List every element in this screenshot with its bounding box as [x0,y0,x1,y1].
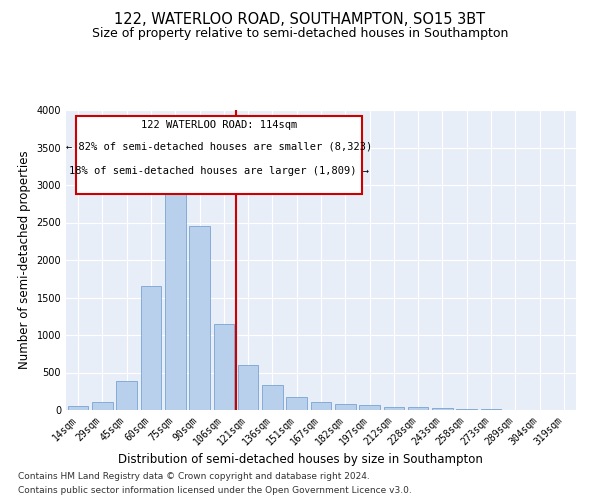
Bar [432,408,453,410]
Bar [408,408,428,410]
Bar [140,286,161,410]
Text: Contains HM Land Registry data © Crown copyright and database right 2024.: Contains HM Land Registry data © Crown c… [18,472,370,481]
Bar [457,409,477,410]
Text: 122, WATERLOO ROAD, SOUTHAMPTON, SO15 3BT: 122, WATERLOO ROAD, SOUTHAMPTON, SO15 3B… [115,12,485,28]
Bar [311,402,331,410]
Bar [383,406,404,410]
Text: Size of property relative to semi-detached houses in Southampton: Size of property relative to semi-detach… [92,28,508,40]
Text: 18% of semi-detached houses are larger (1,809) →: 18% of semi-detached houses are larger (… [69,166,369,175]
Bar [262,385,283,410]
Y-axis label: Number of semi-detached properties: Number of semi-detached properties [18,150,31,370]
FancyBboxPatch shape [76,116,362,194]
Bar [238,365,259,410]
Bar [92,402,113,410]
Bar [165,174,185,410]
Bar [359,405,380,410]
Text: Contains public sector information licensed under the Open Government Licence v3: Contains public sector information licen… [18,486,412,495]
Bar [214,324,234,410]
Text: Distribution of semi-detached houses by size in Southampton: Distribution of semi-detached houses by … [118,452,482,466]
Bar [189,226,210,410]
Bar [335,404,356,410]
Bar [68,406,88,410]
Text: 122 WATERLOO ROAD: 114sqm: 122 WATERLOO ROAD: 114sqm [141,120,297,130]
Bar [116,381,137,410]
Bar [286,397,307,410]
Text: ← 82% of semi-detached houses are smaller (8,323): ← 82% of semi-detached houses are smalle… [66,142,372,152]
